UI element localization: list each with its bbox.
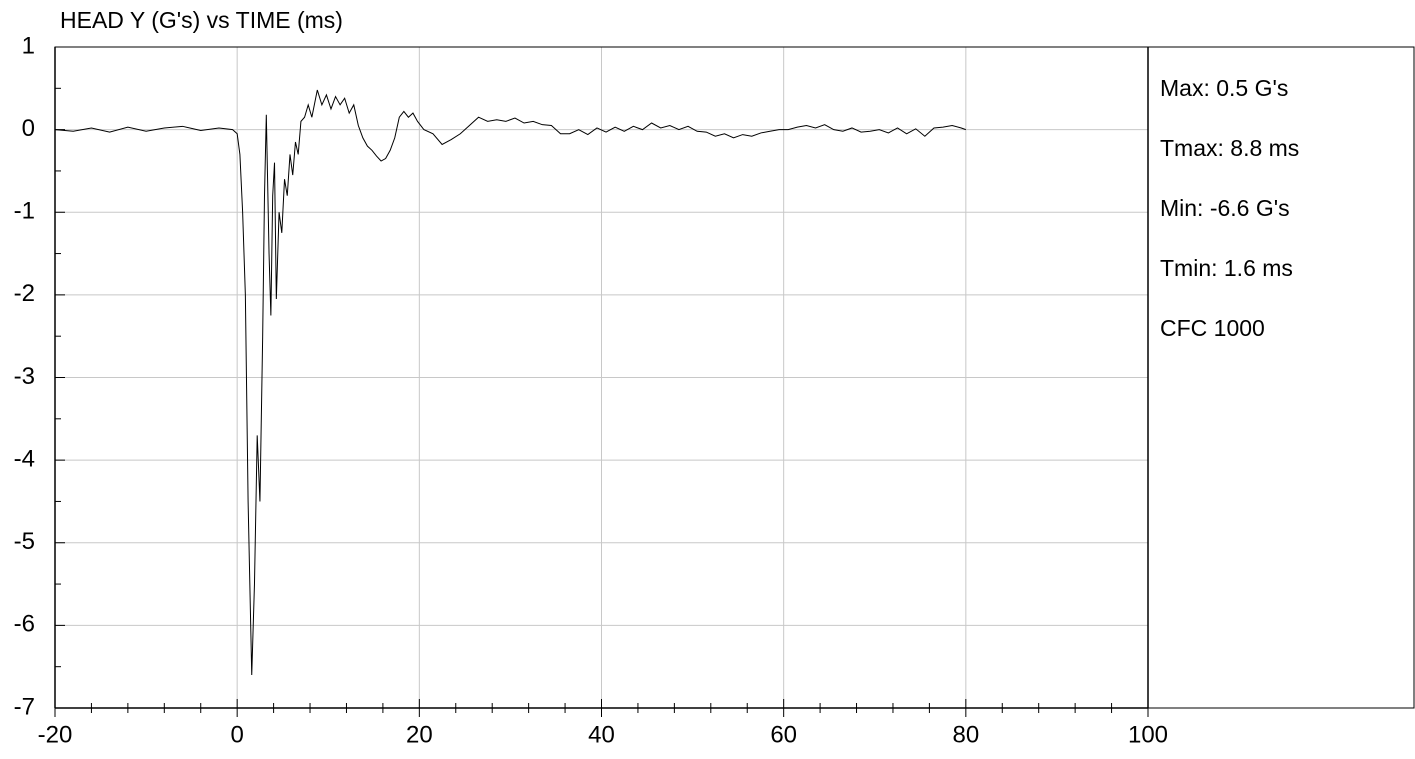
x-tick-label: -20 xyxy=(38,721,73,748)
stat-label: Tmax: 8.8 ms xyxy=(1160,135,1299,161)
y-tick-label: -5 xyxy=(14,528,35,555)
y-tick-label: -2 xyxy=(14,280,35,307)
y-tick-label: -1 xyxy=(14,198,35,225)
data-line xyxy=(54,89,967,675)
y-tick-label: 1 xyxy=(22,32,35,59)
x-tick-label: 40 xyxy=(588,721,615,748)
chart-title: HEAD Y (G's) vs TIME (ms) xyxy=(60,7,343,33)
stat-label: Max: 0.5 G's xyxy=(1160,75,1288,101)
y-tick-label: -7 xyxy=(14,693,35,720)
x-tick-label: 100 xyxy=(1128,721,1168,748)
stat-label: Tmin: 1.6 ms xyxy=(1160,255,1293,281)
x-tick-label: 0 xyxy=(230,721,243,748)
x-tick-label: 60 xyxy=(770,721,797,748)
y-tick-label: -6 xyxy=(14,611,35,638)
x-tick-label: 80 xyxy=(952,721,979,748)
y-tick-label: -4 xyxy=(14,445,35,472)
stat-label: Min: -6.6 G's xyxy=(1160,195,1290,221)
y-tick-label: -3 xyxy=(14,363,35,390)
stat-label: CFC 1000 xyxy=(1160,315,1265,341)
x-tick-label: 20 xyxy=(406,721,433,748)
y-tick-label: 0 xyxy=(22,115,35,142)
